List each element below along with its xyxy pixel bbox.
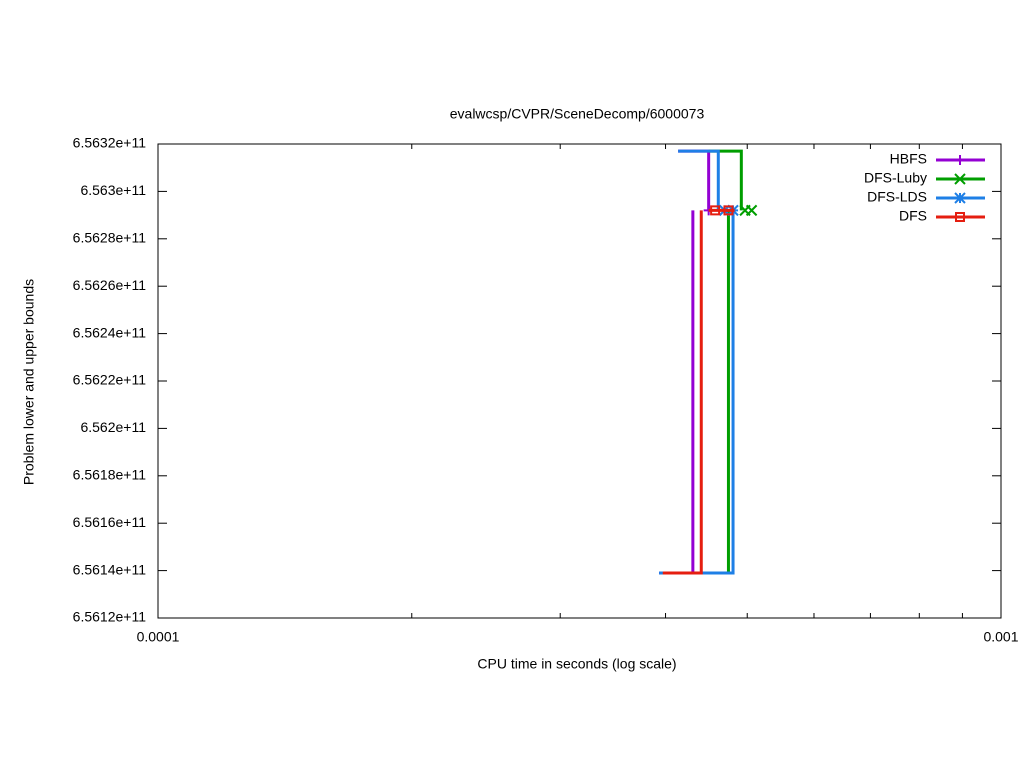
legend-label: DFS-LDS bbox=[867, 189, 927, 205]
y-tick-label: 6.5618e+11 bbox=[73, 467, 147, 483]
x-tick-label: 0.001 bbox=[983, 629, 1018, 645]
y-tick-label: 6.5612e+11 bbox=[73, 609, 147, 625]
marker bbox=[723, 205, 734, 216]
y-tick-label: 6.5628e+11 bbox=[73, 230, 147, 246]
y-tick-label: 6.5622e+11 bbox=[73, 372, 147, 388]
y-tick-label: 6.5614e+11 bbox=[73, 561, 147, 577]
plot-frame bbox=[157, 143, 1002, 619]
legend-marker bbox=[955, 212, 965, 222]
legend-marker bbox=[954, 192, 966, 204]
legend-marker bbox=[955, 155, 965, 165]
series-line bbox=[662, 208, 735, 575]
y-tick-label: 6.5626e+11 bbox=[73, 277, 147, 293]
y-tick-label: 6.562e+11 bbox=[80, 419, 146, 435]
legend-label: DFS bbox=[899, 208, 927, 224]
chart-title: evalwcsp/CVPR/SceneDecomp/6000073 bbox=[450, 106, 705, 122]
y-tick-label: 6.5632e+11 bbox=[73, 135, 147, 151]
legend-label: HBFS bbox=[890, 151, 927, 167]
y-tick-label: 6.563e+11 bbox=[80, 182, 146, 198]
x-axis-label: CPU time in seconds (log scale) bbox=[477, 656, 676, 672]
y-tick-label: 6.5624e+11 bbox=[73, 324, 147, 340]
x-tick-label: 0.0001 bbox=[137, 629, 180, 645]
legend-marker bbox=[954, 173, 966, 185]
y-axis-label: Problem lower and upper bounds bbox=[21, 279, 37, 485]
y-tick-label: 6.5616e+11 bbox=[73, 514, 147, 530]
legend-label: DFS-Luby bbox=[864, 170, 927, 186]
marker bbox=[745, 204, 758, 217]
marker bbox=[710, 205, 721, 216]
